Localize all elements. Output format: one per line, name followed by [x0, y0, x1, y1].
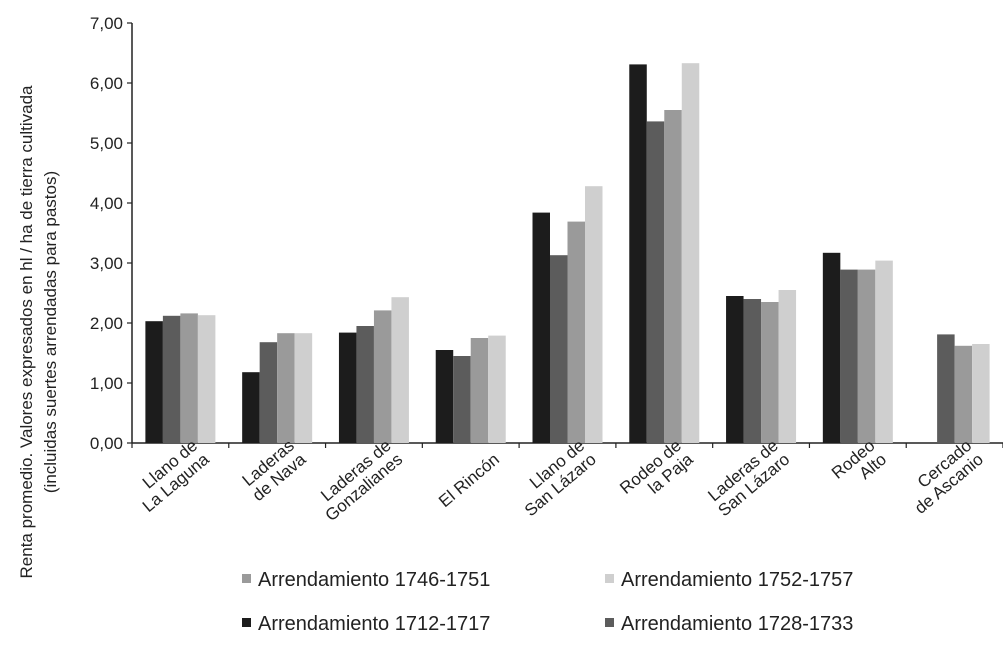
bar [435, 350, 454, 443]
legend-swatch [605, 574, 614, 583]
category-label: Rodeo dela Paja [616, 436, 697, 512]
bar [875, 260, 893, 443]
legend-label: Arrendamiento 1712-1717 [258, 613, 490, 635]
bar [937, 334, 955, 443]
y-tick-label: 5,00 [90, 134, 123, 153]
category-label: Laderas deSan Lázaro [703, 436, 793, 520]
y-axis-title-line1: Renta promedio. Valores expresados en hl… [17, 85, 36, 579]
bar [840, 269, 858, 443]
bar [761, 302, 779, 443]
legend-swatch [242, 574, 251, 583]
bar [162, 315, 181, 443]
legend-label: Arrendamiento 1728-1733 [621, 613, 853, 635]
category-label: Laderasde Nava [237, 436, 310, 505]
bar [532, 212, 550, 443]
bar [294, 333, 313, 443]
category-labels: Llano deLa Laguna Laderasde Nava Laderas d… [127, 436, 987, 525]
bar [259, 342, 278, 443]
bar [585, 186, 603, 443]
bar [567, 221, 585, 443]
bar [373, 310, 392, 443]
bar [391, 297, 409, 443]
bar [197, 315, 216, 443]
category-label: El Rincón [435, 450, 503, 511]
bar [180, 313, 198, 443]
bar [356, 326, 374, 443]
bar [145, 321, 163, 443]
bar [470, 338, 489, 443]
category-label: Llano deSan Lázaro [509, 436, 599, 520]
y-tick-label: 3,00 [90, 254, 123, 273]
bar [277, 333, 295, 443]
bar [242, 372, 260, 443]
bar [453, 356, 471, 443]
y-axis-title-line2: (incluidas suertes arrendadas para pasto… [41, 171, 60, 493]
legend: Arrendamiento 1746-1751 Arrendamiento 175… [242, 569, 853, 635]
bar [338, 332, 357, 443]
legend-swatch [242, 618, 251, 627]
y-tick-label: 1,00 [90, 374, 123, 393]
legend-label: Arrendamiento 1752-1757 [621, 569, 853, 591]
bars [145, 63, 990, 444]
bar [726, 296, 744, 443]
legend-label: Arrendamiento 1746-1751 [258, 569, 490, 591]
bar [743, 299, 762, 443]
bar [857, 269, 876, 443]
y-tick-label: 2,00 [90, 314, 123, 333]
y-tick-label: 7,00 [90, 14, 123, 33]
legend-swatch [605, 618, 614, 627]
category-label-line: El Rincón [435, 450, 503, 511]
category-label: Cercadode Ascanio [899, 436, 987, 518]
bar [629, 64, 647, 444]
y-tick-label: 0,00 [90, 434, 123, 453]
y-tick-label: 4,00 [90, 194, 123, 213]
bar [488, 335, 506, 443]
bar [822, 252, 841, 443]
bar [778, 290, 797, 443]
bar [550, 255, 568, 443]
category-label: RodeoAlto [828, 436, 890, 497]
bar [954, 345, 973, 443]
bar [646, 121, 665, 444]
category-label: Llano deLa Laguna [127, 436, 213, 516]
bar [681, 63, 700, 443]
bar [972, 344, 990, 443]
bar [664, 110, 682, 443]
y-tick-label: 6,00 [90, 74, 123, 93]
category-label: Laderas deGonzalianes [310, 436, 406, 525]
